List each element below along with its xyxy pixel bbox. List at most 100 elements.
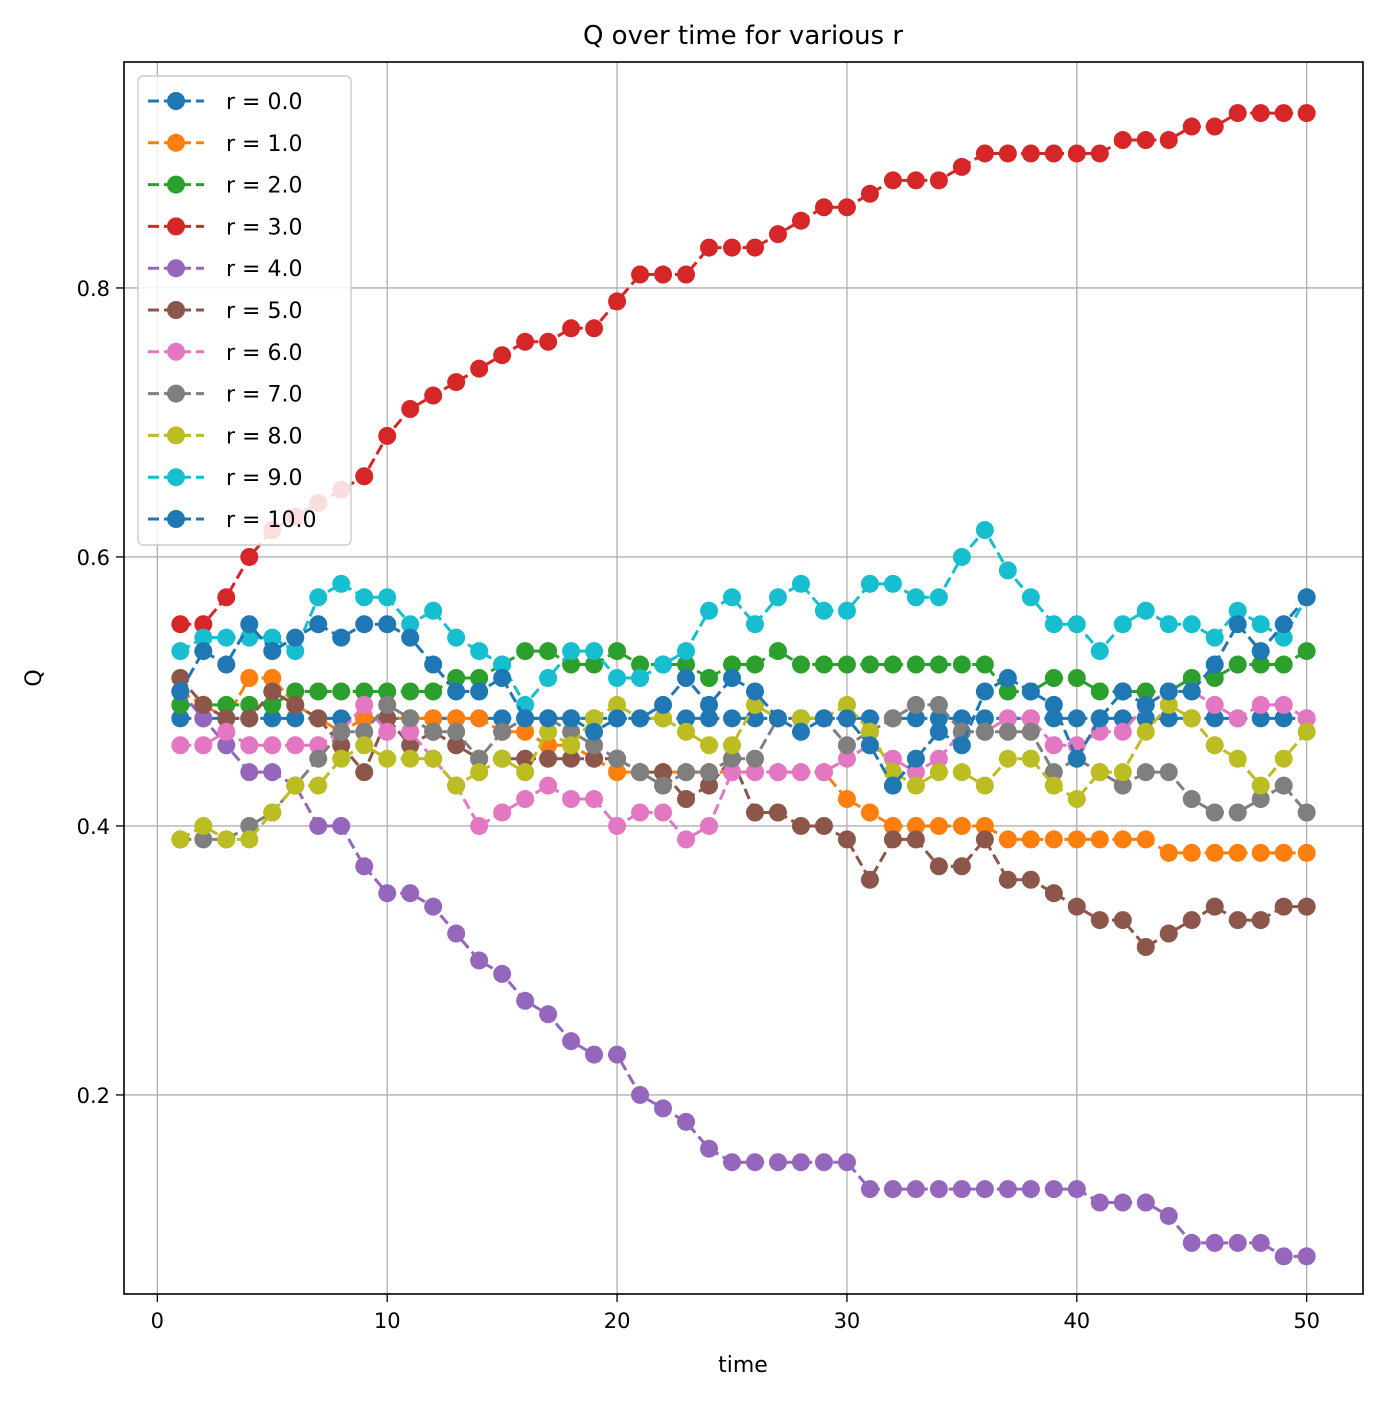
data-point: [286, 776, 305, 795]
legend-label: r = 10.0: [226, 508, 316, 533]
data-point: [791, 1153, 810, 1172]
data-point: [1021, 144, 1040, 163]
data-point: [906, 776, 925, 795]
data-point: [952, 816, 971, 835]
data-point: [355, 467, 374, 486]
data-point: [814, 816, 833, 835]
data-point: [1228, 709, 1247, 728]
data-point: [355, 857, 374, 876]
legend-entry: r = 9.0: [148, 466, 302, 491]
data-point: [585, 642, 604, 661]
data-point: [217, 722, 236, 741]
data-point: [768, 709, 787, 728]
data-point: [768, 588, 787, 607]
data-point: [378, 615, 397, 634]
data-point: [745, 763, 764, 782]
data-point: [1021, 830, 1040, 849]
data-point: [1044, 669, 1063, 687]
data-point: [263, 669, 282, 687]
data-point: [401, 884, 420, 903]
axis-ticks: 0 10 20 30 40 50 0.2 0.4 0.6 0.8: [77, 277, 1320, 1333]
data-point: [194, 816, 213, 835]
legend-label: r = 5.0: [226, 299, 302, 324]
data-point: [1228, 655, 1247, 674]
data-point: [608, 642, 627, 661]
data-point: [194, 736, 213, 755]
data-point: [217, 736, 236, 755]
series-3: [171, 104, 1316, 634]
data-point: [906, 588, 925, 607]
data-point: [1044, 884, 1063, 903]
data-point: [1274, 695, 1293, 714]
data-point: [1021, 1180, 1040, 1199]
data-point: [837, 736, 856, 755]
data-point: [378, 722, 397, 741]
data-point: [1297, 642, 1316, 661]
data-point: [516, 991, 535, 1010]
series-lines: [171, 104, 1316, 1266]
data-point: [1021, 682, 1040, 701]
legend-label: r = 1.0: [226, 132, 302, 157]
data-point: [998, 561, 1017, 580]
legend-marker: [167, 217, 185, 236]
data-point: [1297, 104, 1316, 123]
data-point: [240, 628, 259, 647]
legend-marker: [167, 426, 185, 445]
data-point: [585, 655, 604, 674]
data-point: [1297, 843, 1316, 862]
data-point: [539, 669, 558, 687]
data-point: [1251, 709, 1270, 728]
y-tick-label: 0.2: [77, 1084, 110, 1108]
data-point: [378, 884, 397, 903]
data-point: [998, 722, 1017, 741]
data-point: [1113, 722, 1132, 741]
data-point: [309, 816, 328, 835]
data-point: [1182, 117, 1201, 136]
data-point: [1182, 843, 1201, 862]
data-point: [1159, 695, 1178, 714]
data-point: [700, 776, 719, 795]
data-point: [470, 763, 489, 782]
data-point: [1182, 911, 1201, 930]
y-axis-label: Q: [22, 669, 47, 686]
data-point: [539, 709, 558, 728]
data-point: [929, 655, 948, 674]
data-point: [355, 615, 374, 634]
data-point: [378, 749, 397, 768]
data-point: [768, 642, 787, 661]
data-point: [860, 709, 879, 728]
y-tick-label: 0.8: [77, 277, 110, 301]
data-point: [1251, 843, 1270, 862]
data-point: [562, 722, 581, 741]
legend-marker: [167, 342, 185, 361]
data-point: [171, 682, 190, 701]
data-point: [723, 749, 742, 768]
data-point: [700, 816, 719, 835]
data-point: [1274, 843, 1293, 862]
data-point: [906, 830, 925, 849]
data-point: [1044, 1180, 1063, 1199]
data-point: [194, 830, 213, 849]
data-point: [355, 763, 374, 782]
data-point: [194, 695, 213, 714]
data-point: [837, 1153, 856, 1172]
legend-label: r = 2.0: [226, 174, 302, 199]
data-point: [286, 642, 305, 661]
data-point: [286, 628, 305, 647]
data-point: [1113, 776, 1132, 795]
data-point: [654, 695, 673, 714]
data-point: [401, 628, 420, 647]
data-point: [1159, 763, 1178, 782]
data-point: [745, 238, 764, 257]
data-point: [883, 655, 902, 674]
data-point: [677, 669, 696, 687]
data-point: [860, 574, 879, 593]
data-point: [1251, 104, 1270, 123]
data-point: [791, 709, 810, 728]
data-point: [263, 682, 282, 701]
data-point: [401, 615, 420, 634]
data-point: [929, 763, 948, 782]
legend-label: r = 8.0: [226, 424, 302, 449]
data-point: [470, 359, 489, 378]
